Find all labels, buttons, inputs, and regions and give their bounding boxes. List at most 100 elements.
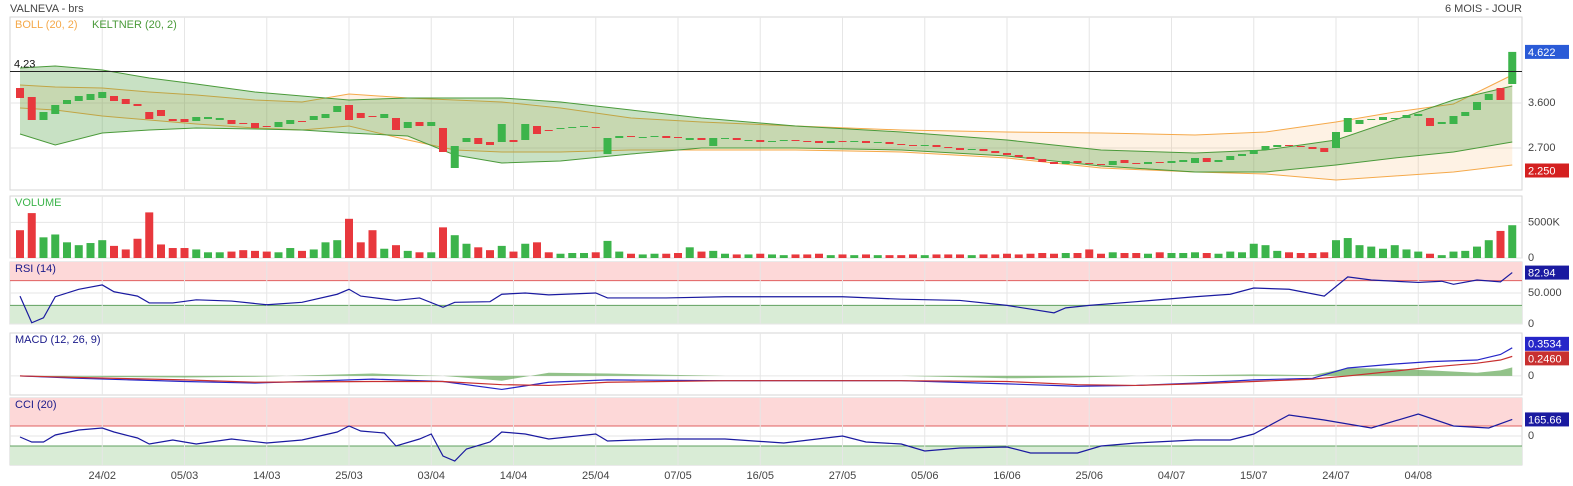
volume-bar (1296, 253, 1305, 258)
candle (1508, 51, 1517, 84)
volume-bar (662, 253, 671, 258)
volume-bar (345, 218, 353, 258)
candle (1437, 122, 1446, 124)
candle (333, 106, 342, 112)
candle (1003, 153, 1011, 155)
candle (204, 117, 212, 119)
candle (1296, 146, 1305, 147)
chart-subtitle: 6 MOIS - JOUR (1445, 3, 1522, 15)
band-line (19, 107, 1513, 181)
candle (615, 136, 624, 138)
volume-bar (1038, 253, 1047, 258)
candle (27, 97, 36, 120)
volume-bar (1508, 225, 1517, 258)
x-tick-label: 25/03 (335, 470, 363, 482)
candle (345, 105, 353, 120)
candle (533, 126, 541, 134)
volume-bar (298, 250, 306, 258)
x-tick-label: 25/06 (1075, 470, 1103, 482)
x-tick-label: 15/07 (1240, 470, 1268, 482)
volume-bar (474, 247, 483, 258)
volume-bar (591, 252, 600, 258)
candle (180, 119, 189, 122)
x-tick-label: 14/04 (500, 470, 528, 482)
candle (662, 136, 671, 138)
reference-label: 4.23 (14, 58, 35, 70)
candle (462, 138, 471, 142)
volume-bar (1132, 253, 1141, 258)
volume-bar (74, 245, 83, 258)
volume-bar (627, 253, 635, 258)
volume-bar (544, 252, 553, 258)
candle (1191, 158, 1199, 163)
volume-bar (145, 212, 154, 258)
candle (1390, 118, 1399, 119)
candle (309, 116, 318, 120)
candle (674, 137, 682, 138)
volume-bar (1014, 254, 1023, 258)
candle (1273, 145, 1282, 147)
candle (1426, 118, 1434, 126)
indicator-line (19, 347, 1513, 391)
candle (1179, 160, 1188, 162)
volume-bar (98, 240, 107, 258)
panel (9, 195, 1523, 259)
candle (427, 122, 436, 126)
volume-bar (1261, 245, 1270, 258)
candle (110, 96, 118, 101)
volume-bar (1496, 230, 1505, 258)
x-tick-label: 04/07 (1158, 470, 1186, 482)
volume-bar (1003, 253, 1011, 258)
volume-bar (932, 254, 941, 258)
volume-bar (556, 253, 565, 258)
volume-bar (121, 249, 130, 258)
volume-bar (1473, 246, 1481, 258)
value-box-label: 82.94 (1528, 267, 1556, 279)
candle (1461, 112, 1470, 116)
x-tick-label: 05/06 (911, 470, 939, 482)
volume-bar (192, 249, 201, 258)
volume-bar (309, 249, 318, 258)
value-box-label: 2.250 (1528, 165, 1556, 177)
volume-bar (1108, 252, 1117, 258)
candle (1473, 102, 1481, 110)
volume-bar (27, 213, 36, 258)
candle (51, 105, 60, 114)
overbought-zone (10, 262, 1522, 281)
candle (1308, 147, 1317, 149)
candle (145, 112, 154, 119)
volume-bar (1085, 249, 1094, 258)
chart-title: VALNEVA - brs (10, 3, 84, 15)
candle (944, 147, 953, 148)
candle (979, 149, 988, 151)
volume-bar (1191, 252, 1199, 258)
value-box-label: 0.2460 (1528, 353, 1562, 365)
candle (920, 145, 929, 146)
candle (1285, 145, 1293, 146)
candle (368, 116, 377, 117)
candle (956, 148, 964, 150)
volume-bar (1449, 251, 1458, 258)
candle (1202, 158, 1211, 162)
candle (638, 137, 647, 138)
candle (1414, 114, 1423, 116)
volume-bar (168, 248, 177, 258)
candle (803, 141, 812, 142)
x-tick-label: 27/05 (829, 470, 857, 482)
volume-bar (286, 248, 295, 258)
volume-bar (967, 255, 976, 258)
volume-bar (721, 253, 729, 258)
volume-bar (1026, 253, 1035, 258)
volume-bar (603, 240, 612, 258)
candle (509, 140, 518, 142)
candle (286, 120, 295, 124)
volume-bar (1484, 240, 1493, 258)
volume-bar (568, 253, 577, 258)
y-tick-label: 0 (1528, 252, 1534, 264)
volume-bar (1308, 253, 1317, 258)
volume-bar (826, 255, 835, 258)
candle (838, 141, 847, 142)
volume-bar (1167, 253, 1176, 258)
candle (873, 142, 882, 143)
volume-bar (580, 253, 588, 258)
